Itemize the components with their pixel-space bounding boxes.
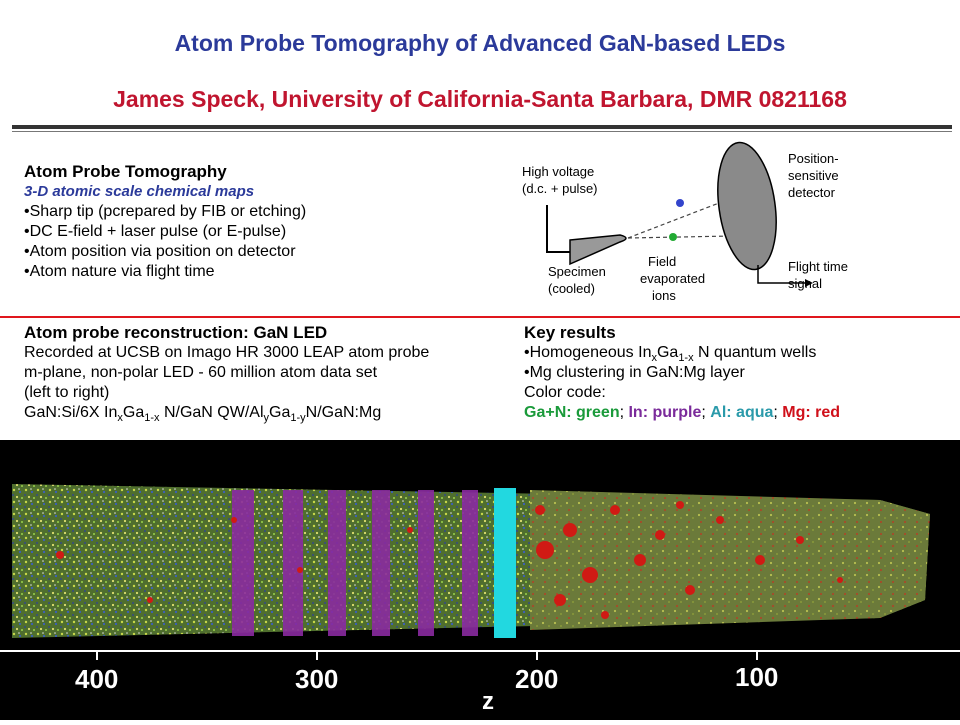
arrow-head-icon bbox=[805, 279, 813, 287]
voltage-lead bbox=[546, 205, 570, 253]
atom-map-image bbox=[12, 484, 930, 638]
apt-bullet: •Sharp tip (pcrepared by FIB or etching) bbox=[24, 203, 307, 220]
specimen-tip bbox=[569, 234, 627, 266]
legend-in: In: purple bbox=[628, 404, 702, 421]
header-divider bbox=[12, 125, 952, 129]
header-divider-thin bbox=[12, 131, 952, 132]
reconstruction-line: (left to right) bbox=[24, 384, 110, 401]
reconstruction-line: m-plane, non-polar LED - 60 million atom… bbox=[24, 364, 378, 381]
ions-label: ions bbox=[652, 288, 676, 303]
color-code-legend: Ga+N: green; In: purple; Al: aqua; Mg: r… bbox=[524, 404, 841, 421]
reconstruction-line: Recorded at UCSB on Imago HR 3000 LEAP a… bbox=[24, 344, 430, 361]
apt-bullet: •Atom nature via flight time bbox=[24, 263, 215, 280]
flight-label: signal bbox=[788, 276, 822, 291]
flight-time-arrow bbox=[757, 265, 805, 284]
structure-formula: GaN:Si/6X InxGa1-x N/GaN QW/AlyGa1-yN/Ga… bbox=[24, 404, 382, 425]
apt-heading: Atom Probe Tomography bbox=[24, 162, 227, 181]
page-title: Atom Probe Tomography of Advanced GaN-ba… bbox=[174, 30, 786, 56]
axis-line bbox=[0, 650, 960, 652]
axis-tick-label: 300 bbox=[295, 664, 339, 694]
flight-label: Flight time bbox=[788, 259, 848, 274]
hv-label: High voltage bbox=[522, 164, 594, 179]
ion-trajectory bbox=[627, 197, 733, 239]
reconstruction-image-panel bbox=[0, 440, 960, 720]
reconstruction-heading: Atom probe reconstruction: GaN LED bbox=[24, 323, 328, 342]
detector-label: sensitive bbox=[788, 168, 839, 183]
legend-mg: Mg: red bbox=[782, 404, 841, 421]
detector-label: detector bbox=[788, 185, 836, 200]
ions-label: Field bbox=[648, 254, 676, 269]
key-result-bullet: •Mg clustering in GaN:Mg layer bbox=[524, 364, 745, 381]
key-results-section: Key results •Homogeneous InxGa1-x N quan… bbox=[524, 323, 954, 423]
axis-tick-label: 400 bbox=[75, 664, 119, 694]
color-code-label: Color code: bbox=[524, 384, 606, 401]
detector-disc bbox=[717, 141, 777, 271]
specimen-label: (cooled) bbox=[548, 281, 595, 296]
axis-tick bbox=[96, 650, 98, 660]
detector-label: Position- bbox=[788, 151, 839, 166]
axis-tick-label: 100 bbox=[735, 662, 779, 692]
axis-tick-label: 200 bbox=[515, 664, 559, 694]
ion-blue bbox=[676, 199, 684, 207]
specimen-label: Specimen bbox=[548, 264, 606, 279]
axis-title: z bbox=[482, 688, 494, 715]
section-divider bbox=[0, 316, 960, 318]
apt-section: Atom Probe Tomography 3-D atomic scale c… bbox=[24, 162, 484, 282]
axis-tick bbox=[316, 650, 318, 660]
key-result-bullet: •Homogeneous InxGa1-x N quantum wells bbox=[524, 344, 817, 365]
apt-subheading: 3-D atomic scale chemical maps bbox=[24, 183, 255, 200]
reconstruction-section: Atom probe reconstruction: GaN LED Recor… bbox=[24, 323, 524, 425]
ion-green bbox=[669, 233, 677, 241]
atom-probe-diagram: High voltage (d.c. + pulse) Specimen (co… bbox=[522, 141, 848, 303]
legend-al: Al: aqua bbox=[710, 404, 774, 421]
ion-trajectory bbox=[627, 235, 733, 239]
axis-tick bbox=[536, 650, 538, 660]
author-line: James Speck, University of California-Sa… bbox=[113, 86, 847, 112]
key-results-heading: Key results bbox=[524, 323, 616, 342]
ions-label: evaporated bbox=[640, 271, 705, 286]
apt-bullet: •DC E-field + laser pulse (or E-pulse) bbox=[24, 223, 287, 240]
legend-ga-n: Ga+N: green bbox=[524, 404, 620, 421]
apt-bullet: •Atom position via position on detector bbox=[24, 243, 296, 260]
axis-tick bbox=[756, 650, 758, 660]
hv-label: (d.c. + pulse) bbox=[522, 181, 598, 196]
